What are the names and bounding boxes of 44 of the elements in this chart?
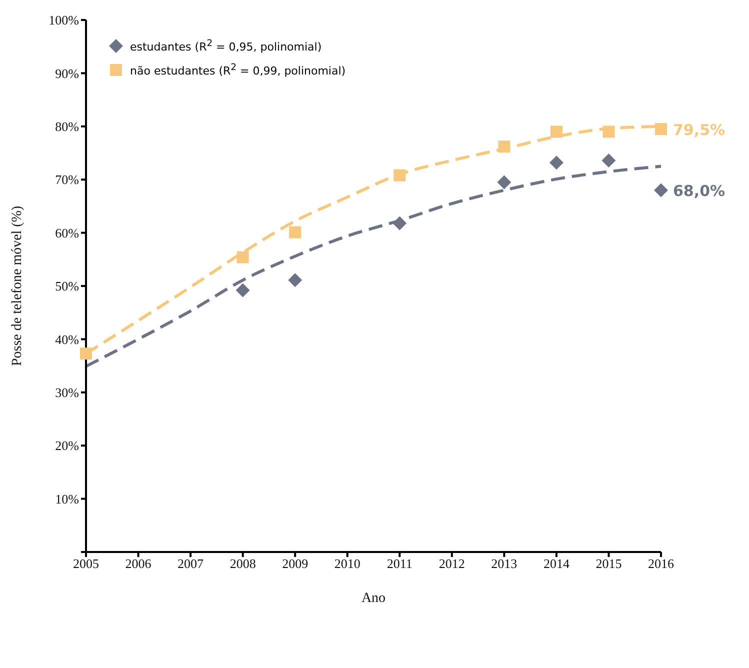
line-series xyxy=(84,164,662,368)
y-tick-label: 70% xyxy=(55,172,80,188)
x-tick-label: 2016 xyxy=(648,556,674,572)
point xyxy=(549,156,564,170)
x-tick-label: 2012 xyxy=(438,556,465,572)
x-tick-label: 2011 xyxy=(386,556,412,572)
point xyxy=(236,283,250,298)
data-label: 79,5% xyxy=(673,121,726,140)
point xyxy=(80,348,92,360)
point xyxy=(288,273,302,288)
x-tick-label: 2008 xyxy=(230,556,256,572)
point xyxy=(602,153,616,168)
y-tick-label: 60% xyxy=(55,225,80,240)
x-tick-label: 2015 xyxy=(596,556,622,572)
y-tick-label: 40% xyxy=(55,332,80,347)
point xyxy=(394,169,406,182)
x-axis-title: Ano xyxy=(361,591,386,606)
y-axis-title: Posse de telefone móvel (%) xyxy=(10,205,25,366)
y-tick-label: 10% xyxy=(55,491,80,506)
legend-label: estudantes (R$^{2}$ = 0,95, polinomial) xyxy=(130,38,322,54)
x-tick-label: 2010 xyxy=(334,556,360,572)
x-tick-label: 2009 xyxy=(282,556,308,572)
point xyxy=(289,226,302,238)
y-tick-label: 90% xyxy=(55,66,80,81)
x-tick-label: 2006 xyxy=(125,556,152,572)
y-tick-label: 80% xyxy=(55,119,80,134)
point xyxy=(602,126,615,138)
x-tick-label: 2013 xyxy=(491,556,518,572)
x-tick-label: 2005 xyxy=(73,556,99,572)
x-tick-label: 2007 xyxy=(178,556,204,572)
point xyxy=(655,123,667,136)
point xyxy=(498,140,510,153)
point xyxy=(550,126,562,138)
y-tick-label: 20% xyxy=(55,438,80,454)
y-tick-label: 100% xyxy=(48,12,80,28)
point xyxy=(654,183,668,198)
point xyxy=(392,216,407,230)
point xyxy=(236,251,249,264)
y-tick-label: 30% xyxy=(55,385,80,400)
data-label: 68,0% xyxy=(673,182,726,200)
y-tick-label: 50% xyxy=(55,278,80,294)
legend-label: não estudantes (R$^{2}$ = 0,99, polinomial) xyxy=(130,62,346,78)
x-tick-label: 2014 xyxy=(543,556,570,572)
point xyxy=(497,175,512,190)
